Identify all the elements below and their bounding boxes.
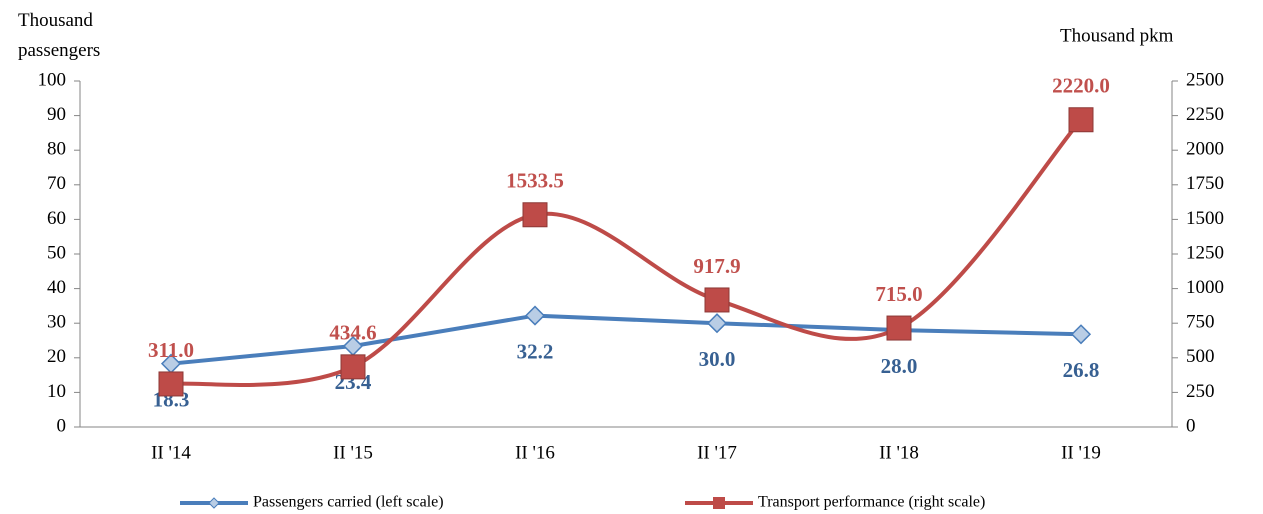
data-label: 311.0 — [148, 338, 194, 362]
y-tick-label: 80 — [47, 139, 66, 160]
y-axis-label: Thousand passengers — [18, 10, 100, 61]
series-line — [170, 118, 1083, 387]
point-marker — [158, 371, 184, 397]
point-marker — [886, 315, 912, 341]
y2-tick-label: 2000 — [1186, 139, 1224, 160]
legend-label: Transport performance (right scale) — [758, 494, 985, 511]
point-marker — [704, 287, 730, 313]
data-label: 26.8 — [1063, 358, 1100, 382]
data-label: 1533.5 — [506, 169, 564, 193]
data-label: 32.2 — [517, 339, 554, 363]
data-label: 30.0 — [699, 347, 736, 371]
x-tick-label: II '18 — [879, 442, 919, 463]
y2-tick-label: 2250 — [1186, 104, 1224, 125]
y2-tick-label: 1000 — [1186, 277, 1224, 298]
legend-marker — [713, 497, 725, 509]
y2-tick-label: 500 — [1186, 346, 1215, 367]
y2-tick-label: 1250 — [1186, 242, 1224, 263]
y2-tick-label: 2500 — [1186, 69, 1224, 90]
y2-tick-label: 0 — [1186, 415, 1196, 436]
y2-tick-label: 250 — [1186, 381, 1215, 402]
x-tick-label: II '17 — [697, 442, 737, 463]
y-tick-label: 60 — [47, 208, 66, 229]
y-tick-label: 90 — [47, 104, 66, 125]
data-label: 715.0 — [875, 282, 922, 306]
data-label: 434.6 — [329, 321, 376, 345]
x-tick-label: II '15 — [333, 442, 373, 463]
x-tick-label: II '16 — [515, 442, 555, 463]
series-line — [170, 313, 1082, 366]
y-tick-label: 30 — [47, 312, 66, 333]
y-tick-label: 20 — [47, 346, 66, 367]
point-marker — [522, 202, 548, 228]
legend-marker — [208, 497, 220, 509]
y-tick-label: 100 — [38, 69, 67, 90]
data-label: 2220.0 — [1052, 74, 1110, 98]
point-marker — [1068, 107, 1094, 133]
point-marker — [1070, 324, 1092, 345]
x-tick-label: II '14 — [151, 442, 191, 463]
y-tick-label: 70 — [47, 173, 66, 194]
x-tick-label: II '19 — [1061, 442, 1101, 463]
point-marker — [706, 313, 728, 334]
y2-tick-label: 750 — [1186, 312, 1215, 333]
y2-tick-label: 1750 — [1186, 173, 1224, 194]
y2-tick-label: 1500 — [1186, 208, 1224, 229]
y2-axis-label: Thousand pkm — [1060, 25, 1174, 46]
y-tick-label: 50 — [47, 242, 66, 263]
data-label: 917.9 — [693, 254, 740, 278]
data-label: 28.0 — [881, 354, 918, 378]
y-tick-label: 0 — [57, 415, 67, 436]
y-tick-label: 40 — [47, 277, 66, 298]
point-marker — [340, 354, 366, 380]
point-marker — [524, 305, 546, 326]
y-tick-label: 10 — [47, 381, 66, 402]
legend-label: Passengers carried (left scale) — [253, 494, 444, 511]
